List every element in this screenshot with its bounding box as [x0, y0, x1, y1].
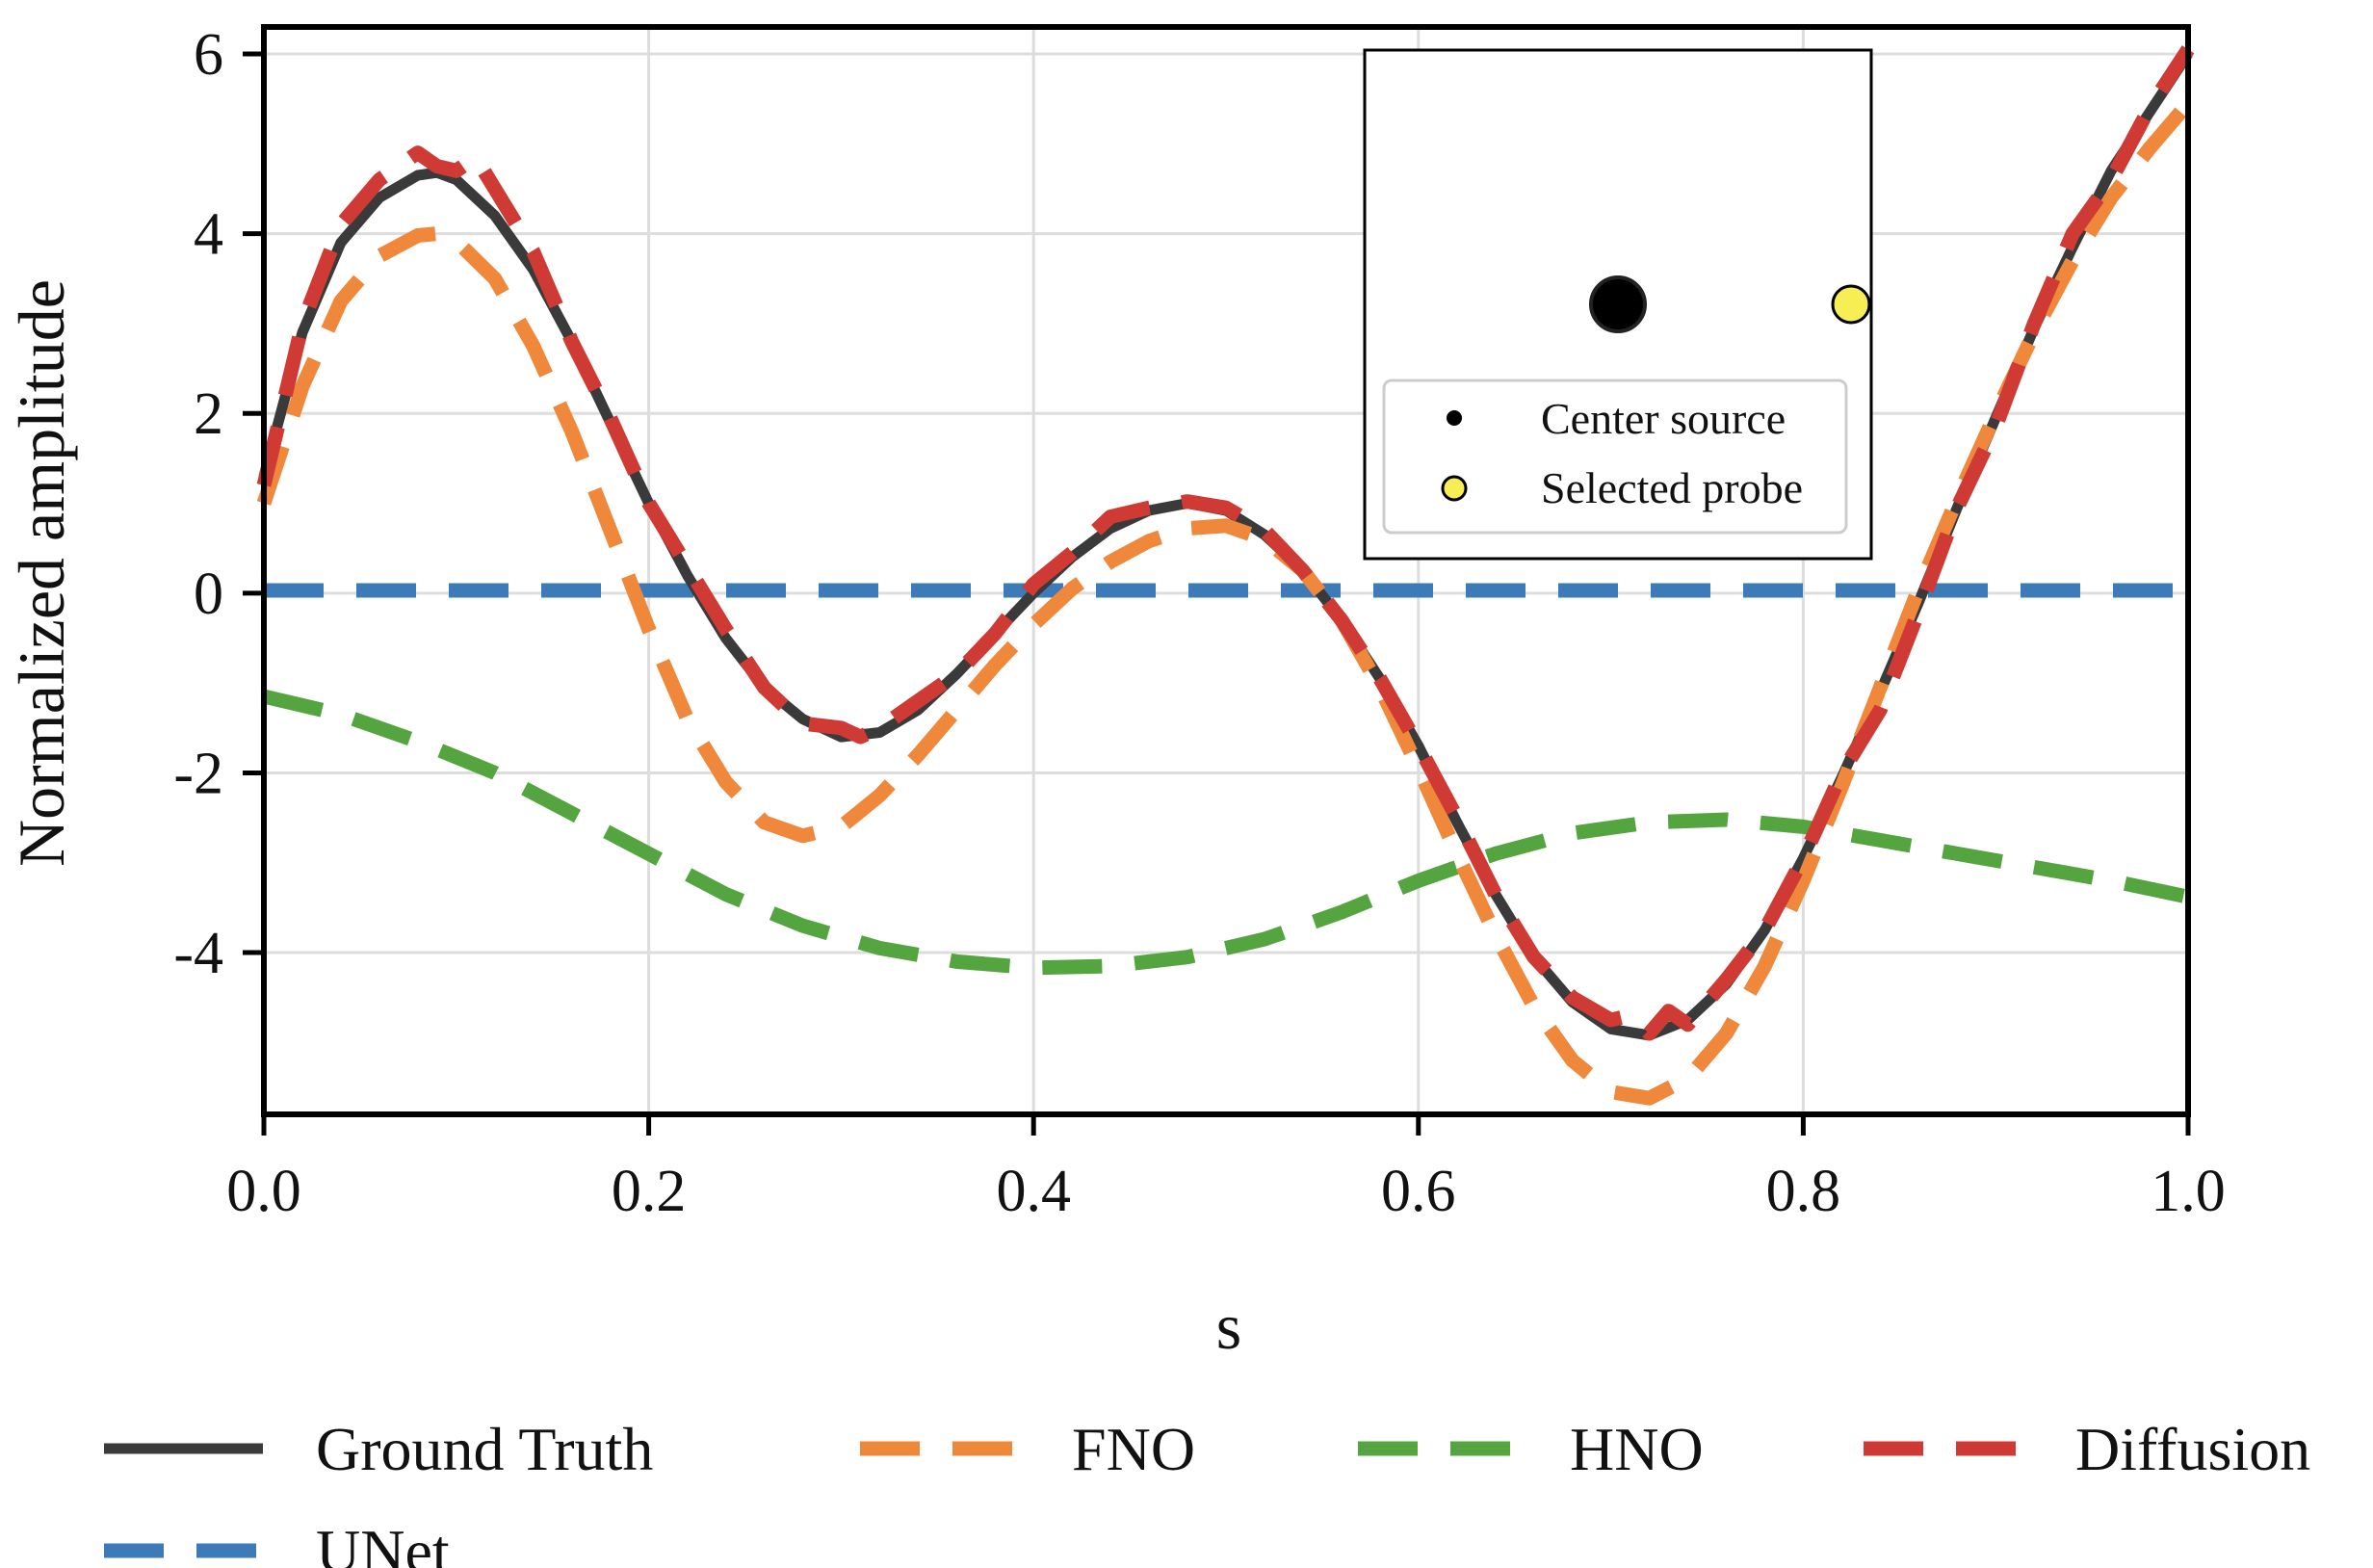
x-tick-label: 0.6 [1381, 1159, 1456, 1224]
x-tick-label: 0.2 [612, 1159, 687, 1224]
legend: Ground Truth FNO HNO Diffusion UNet [104, 1415, 2310, 1568]
y-tick-label: 0 [194, 562, 223, 627]
grid [262, 27, 2190, 1114]
x-tick-label: 0.0 [226, 1159, 301, 1224]
inset-legend-box [1382, 379, 1848, 535]
x-axis-title: s [1216, 1290, 1241, 1363]
series-layer [256, 45, 2195, 1106]
inset-panel: Center source Selected probe [1363, 48, 1873, 561]
inset-legend-selected-probe-label: Selected probe [1541, 463, 1803, 512]
legend-label-ground-truth: Ground Truth [316, 1415, 653, 1483]
y-tick-label: -4 [173, 921, 223, 986]
series-line-ground-truth [258, 50, 2193, 1041]
series-line-diffusion [256, 45, 2195, 1041]
legend-label-fno: FNO [1072, 1415, 1195, 1483]
x-tick-label: 0.8 [1766, 1159, 1841, 1224]
inset-legend-selected-probe-marker [1441, 475, 1468, 502]
x-tick-label: 1.0 [2151, 1159, 2226, 1224]
y-tick-label: -2 [173, 741, 223, 806]
center-source-marker [1589, 275, 1647, 333]
x-tick-label: 0.4 [996, 1159, 1071, 1224]
inset-legend-center-source-marker [1447, 410, 1462, 426]
legend-label-diffusion: Diffusion [2075, 1415, 2310, 1483]
series-line-hno [262, 689, 2190, 976]
inset-legend-center-source-label: Center source [1541, 394, 1786, 443]
y-tick-label: 6 [194, 22, 223, 88]
selected-probe-marker [1831, 284, 1871, 325]
ticks: 0.0 0.2 0.4 0.6 0.8 1.0 -4 -2 0 2 4 6 [173, 22, 2225, 1224]
y-tick-label: 4 [194, 202, 223, 268]
y-tick-label: 2 [194, 381, 223, 447]
legend-label-hno: HNO [1570, 1415, 1704, 1483]
plot-frame [261, 24, 2191, 1117]
legend-label-unet: UNet [316, 1517, 450, 1568]
y-axis-title: Normalized amplitude [5, 279, 78, 867]
